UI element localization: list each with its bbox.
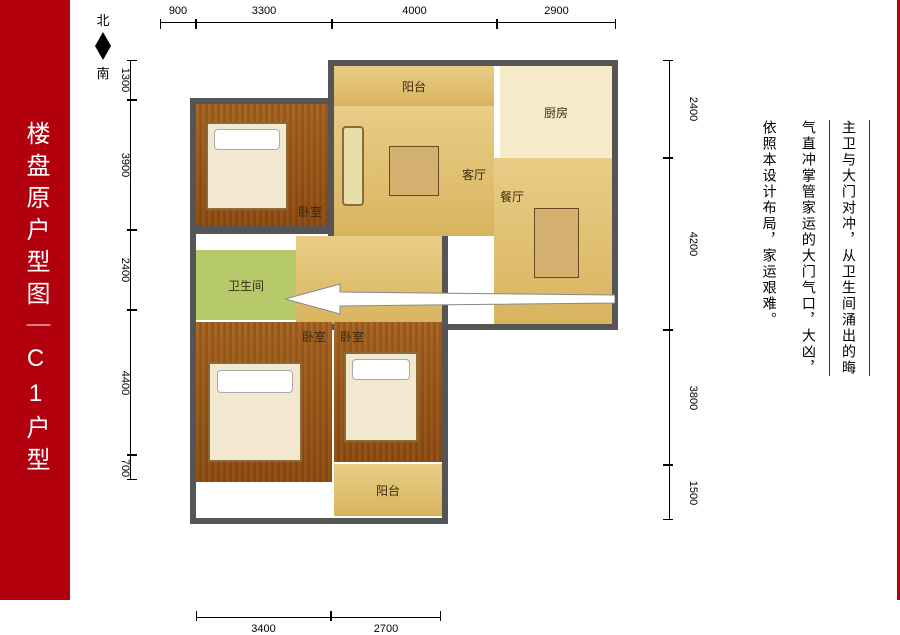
label-bed2: 卧室 [302,328,326,345]
compass-north: 北 [95,10,111,29]
label-kitchen: 厨房 [544,104,568,121]
desc-line2: 气直冲掌管家运的大门气口，大凶， [796,120,830,376]
room-living: 客厅 [334,106,494,236]
room-balcony2: 阳台 [334,464,442,516]
label-dining: 餐厅 [500,188,524,205]
label-bed3: 卧室 [340,328,364,345]
furniture-coffee-table [389,146,439,196]
furniture-sofa [342,126,364,206]
dimensions-left: 1300390024004400700 [120,60,150,580]
room-kitchen: 厨房 [500,66,612,158]
label-balcony2: 阳台 [376,482,400,499]
label-balcony1: 阳台 [402,78,426,95]
dimensions-right: 2400420038001500 [650,60,680,580]
furniture-bed1 [206,122,288,210]
label-bed1: 卧室 [298,203,322,220]
room-balcony1: 阳台 [334,66,494,106]
room-hall [296,236,442,324]
sidebar: 楼盘原户型图｜C1户型 [0,0,70,600]
furniture-bed3 [344,352,418,442]
room-bed1: 卧室 [196,104,328,226]
desc-line1: 主卫与大门对冲，从卫生间涌出的晦 [836,120,870,376]
dimensions-top: 900330040002900 [160,22,640,52]
label-bath: 卫生间 [228,277,264,294]
floor-plan: 900330040002900 1300390024004400700 2400… [160,60,640,580]
label-living: 客厅 [462,166,486,183]
room-bed2: 卧室 [196,322,332,482]
furniture-bed2 [208,362,302,462]
desc-line3: 依照本设计布局，家运艰难。 [756,120,789,376]
room-dining: 餐厅 [494,158,612,324]
sidebar-title: 楼盘原户型图｜C1户型 [23,121,47,479]
room-bath: 卫生间 [196,250,296,320]
room-bed3: 卧室 [334,322,442,462]
dimensions-bottom: 34002700 [160,588,640,618]
description: 主卫与大门对冲，从卫生间涌出的晦 气直冲掌管家运的大门气口，大凶， 依照本设计布… [690,120,870,376]
furniture-dining-table [534,208,579,278]
compass-icon [95,32,111,60]
